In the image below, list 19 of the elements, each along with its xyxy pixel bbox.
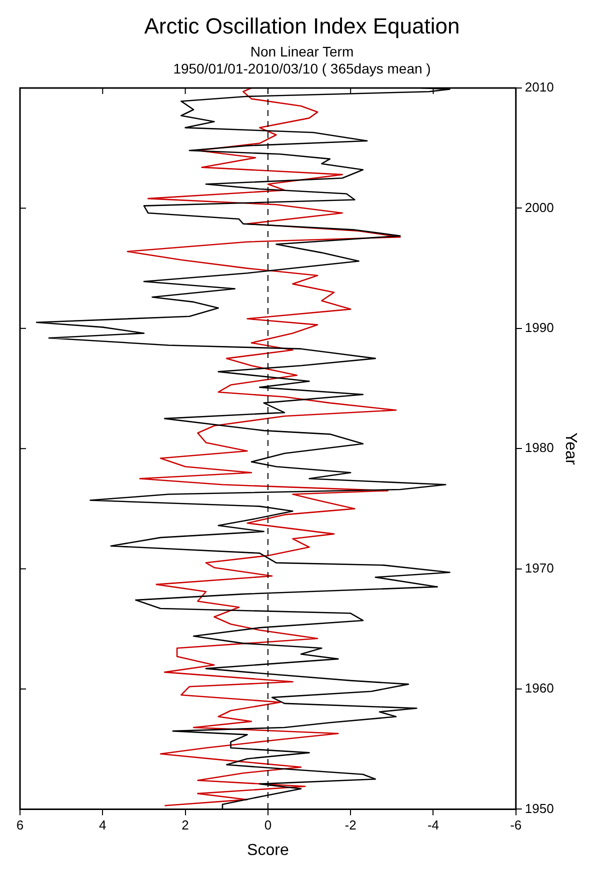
x-tick-label: 2 [182, 818, 189, 833]
x-tick-label: 6 [16, 818, 24, 833]
y-tick-label: 1960 [524, 680, 554, 696]
x-axis-title: Score [247, 842, 289, 859]
x-tick-label: -4 [427, 818, 440, 833]
x-tick-label: 4 [99, 818, 106, 833]
y-tick-label: 2010 [524, 80, 554, 95]
y-tick-label: 1950 [524, 800, 554, 816]
chart-subtitle: Non Linear Term [250, 44, 354, 60]
y-tick-label: 1990 [524, 320, 554, 335]
chart-title: Arctic Oscillation Index Equation [144, 13, 460, 38]
y-tick-label: 1970 [524, 560, 554, 576]
y-axis-title: Year [562, 432, 579, 466]
x-tick-label: -6 [510, 818, 522, 833]
y-tick-label: 1980 [524, 440, 554, 456]
text: 1950/01/01-2010/03/10 ( 365days mean ) [173, 60, 431, 76]
x-tick-label: -2 [344, 818, 356, 833]
y-tick-label: 2000 [524, 200, 554, 215]
x-tick-label: 0 [264, 818, 272, 833]
